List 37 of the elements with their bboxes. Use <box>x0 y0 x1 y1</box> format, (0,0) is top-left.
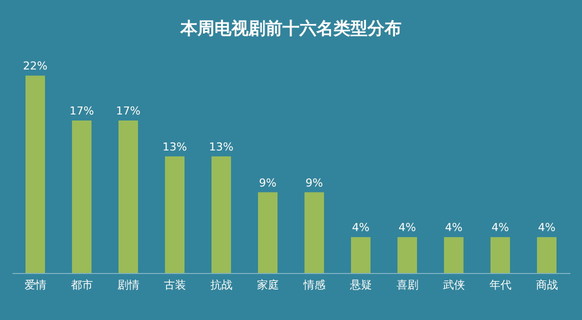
data-label: 17% <box>70 104 94 118</box>
x-tick-label: 武侠 <box>442 278 465 292</box>
x-tick-label: 喜剧 <box>396 278 418 292</box>
x-tick-label: 情感 <box>302 278 326 292</box>
x-tick-label: 悬疑 <box>348 278 372 292</box>
data-label: 13% <box>209 140 234 154</box>
x-tick-label: 都市 <box>70 278 93 292</box>
data-label: 4% <box>398 221 416 234</box>
bar <box>350 237 371 273</box>
bar <box>25 76 46 273</box>
x-tick-label: 古装 <box>164 278 186 292</box>
data-label: 17% <box>116 104 140 118</box>
bar <box>211 156 232 273</box>
data-label: 4% <box>445 221 462 234</box>
chart-title: 本周电视剧前十六名类型分布 <box>180 19 402 39</box>
data-label: 4% <box>352 221 370 234</box>
x-tick-label: 家庭 <box>256 278 279 292</box>
bar <box>72 120 92 273</box>
x-tick-label: 商战 <box>536 278 558 292</box>
data-label: 9% <box>259 176 276 190</box>
bar <box>536 237 557 273</box>
data-label: 22% <box>23 60 48 73</box>
bar <box>164 156 185 273</box>
x-tick-label: 爱情 <box>24 278 46 292</box>
bar <box>444 237 464 273</box>
data-label: 13% <box>162 140 187 154</box>
x-tick-label: 抗战 <box>210 278 232 292</box>
data-label: 4% <box>538 221 556 234</box>
bar <box>258 192 278 273</box>
x-tick-label: 剧情 <box>117 278 140 292</box>
data-label: 4% <box>492 221 509 234</box>
bar <box>304 192 324 273</box>
data-label: 9% <box>306 176 323 190</box>
x-tick-label: 年代 <box>489 278 512 292</box>
bar <box>490 237 510 273</box>
bar <box>397 237 418 273</box>
bar <box>118 120 138 273</box>
